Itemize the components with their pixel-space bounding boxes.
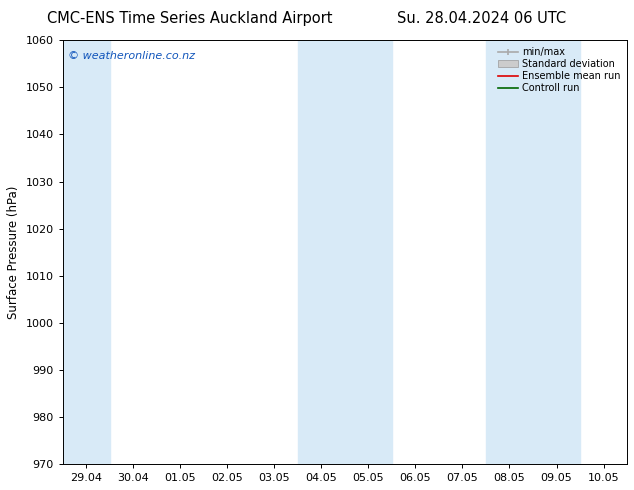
Bar — [486, 40, 580, 464]
Text: CMC-ENS Time Series Auckland Airport: CMC-ENS Time Series Auckland Airport — [48, 11, 333, 26]
Bar — [63, 40, 110, 464]
Y-axis label: Surface Pressure (hPa): Surface Pressure (hPa) — [7, 186, 20, 319]
Text: Su. 28.04.2024 06 UTC: Su. 28.04.2024 06 UTC — [398, 11, 566, 26]
Legend: min/max, Standard deviation, Ensemble mean run, Controll run: min/max, Standard deviation, Ensemble me… — [496, 45, 622, 95]
Bar — [298, 40, 392, 464]
Text: © weatheronline.co.nz: © weatheronline.co.nz — [68, 51, 195, 61]
